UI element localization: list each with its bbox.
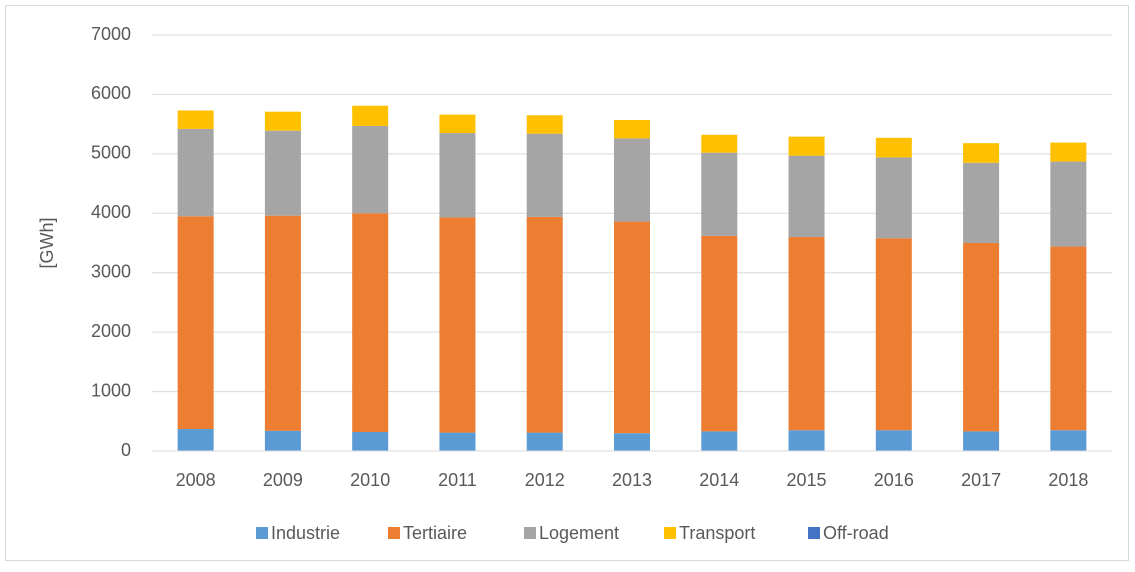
y-tick-label: 2000 [91,321,131,341]
bar-segment [788,237,825,431]
bar-segment [875,157,912,239]
legend-label: Logement [539,523,619,543]
bar-segment [526,216,563,433]
bar-segment [614,221,650,434]
bar-segment [352,105,389,126]
y-tick-label: 7000 [91,24,131,44]
x-tick-label: 2015 [787,470,827,490]
legend-swatch [256,527,268,539]
bar-segment [614,119,650,139]
bar-segment [352,431,389,451]
bar-segment [526,432,563,451]
x-tick-label: 2013 [612,470,652,490]
bar-segment [526,133,563,217]
bar-segment [788,155,825,238]
legend-label: Tertiaire [403,523,467,543]
bar-segment [352,213,389,432]
x-tick-label: 2010 [350,470,390,490]
bar-segment [177,128,214,217]
x-tick-label: 2014 [699,470,739,490]
bar-segment [264,430,301,451]
bar-segment [439,432,476,451]
legend-swatch [808,527,820,539]
x-tick-label: 2011 [438,470,477,490]
bar-segment [614,433,650,451]
bar-segment [701,152,738,236]
bar-segment [788,430,825,451]
bar-segment [1050,246,1087,431]
bar-segment [963,243,1000,432]
bar-segment [963,143,1000,163]
legend-label: Transport [679,523,755,543]
y-axis-label: [GWh] [37,217,57,268]
chart-border [5,5,1129,561]
x-tick-label: 2017 [961,470,1001,490]
bar-segment [788,136,825,156]
y-tick-label: 6000 [91,83,131,103]
x-tick-label: 2009 [263,470,303,490]
bar-segment [439,114,476,134]
bar-segment [1050,430,1087,451]
x-tick-label: 2016 [874,470,914,490]
bar-segment [701,134,738,153]
bar-segment [1050,142,1087,162]
bar-segment [875,137,912,158]
bar-segment [264,215,301,431]
bar-segment [1050,161,1087,247]
bar-segment [526,115,563,134]
bar-segment [963,162,1000,243]
y-tick-label: 4000 [91,202,131,222]
bar-segment [264,111,301,131]
x-tick-label: 2008 [176,470,216,490]
bar-segment [614,138,650,222]
x-tick-label: 2012 [525,470,565,490]
legend-label: Industrie [271,523,340,543]
bar-segment [177,110,214,129]
bar-segment [177,429,214,451]
bar-segment [264,130,301,216]
y-tick-label: 5000 [91,143,131,163]
bar-segment [439,133,476,218]
y-tick-label: 0 [121,440,131,460]
bar-segment [701,235,738,432]
bar-segment [352,125,389,214]
bar-segment [875,238,912,431]
bar-segment [875,430,912,451]
legend-swatch [524,527,536,539]
y-tick-label: 1000 [91,380,131,400]
bar-segment [963,431,1000,451]
legend-label: Off-road [823,523,889,543]
bar-segment [177,216,214,430]
y-tick-label: 3000 [91,261,131,281]
bar-segment [701,431,738,451]
x-tick-label: 2018 [1048,470,1088,490]
bar-segment [439,217,476,433]
legend-swatch [664,527,676,539]
legend-swatch [388,527,400,539]
